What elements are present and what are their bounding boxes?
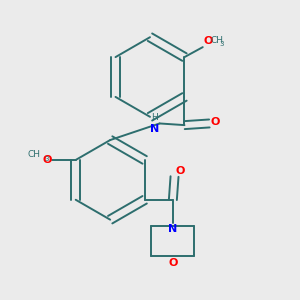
Text: H: H xyxy=(152,113,158,122)
Text: 3: 3 xyxy=(45,156,49,162)
Text: O: O xyxy=(168,258,178,268)
Text: CH: CH xyxy=(210,36,223,45)
Text: N: N xyxy=(150,124,159,134)
Text: O: O xyxy=(211,117,220,127)
Text: O: O xyxy=(42,155,52,165)
Text: CH: CH xyxy=(28,150,40,159)
Text: N: N xyxy=(168,224,178,234)
Text: O: O xyxy=(176,166,185,176)
Text: 3: 3 xyxy=(220,41,224,47)
Text: O: O xyxy=(203,37,213,46)
